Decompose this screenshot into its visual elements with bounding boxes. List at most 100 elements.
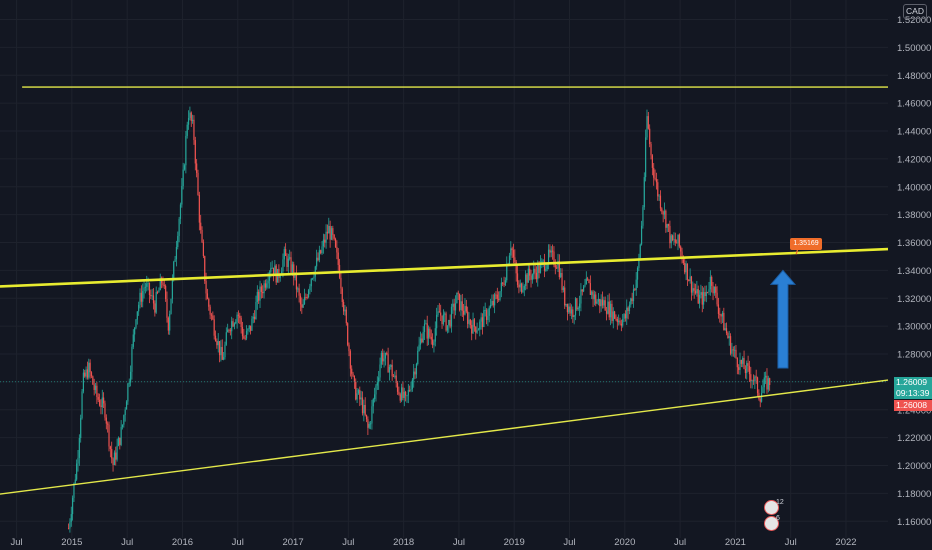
candle-body <box>743 358 745 369</box>
candle-body <box>129 371 132 383</box>
candle-body <box>669 225 671 244</box>
candle-body <box>755 376 757 378</box>
candle-body <box>347 323 349 345</box>
candle-body <box>317 257 319 261</box>
candle-body <box>251 318 253 331</box>
candle-body <box>337 252 339 265</box>
candle-body <box>263 283 265 294</box>
bid-price-value: 1.26008 <box>896 400 928 410</box>
candle-body <box>249 325 252 331</box>
candle-body <box>522 289 524 293</box>
x-tick-label: Jul <box>342 537 354 548</box>
candle-body <box>105 417 107 424</box>
candle-body <box>227 329 229 333</box>
candle-body <box>736 357 738 368</box>
candle-body <box>472 319 474 334</box>
candle-body <box>603 300 605 306</box>
candle-body <box>255 302 257 320</box>
candle-body <box>364 404 366 415</box>
candle-body <box>120 427 122 445</box>
candle-body <box>437 311 439 315</box>
candle-body <box>525 274 527 286</box>
candle-body <box>622 319 624 326</box>
news-count-badge: 6 <box>776 515 780 522</box>
candle-body <box>193 119 195 141</box>
candle-body <box>374 394 376 399</box>
candle-body <box>316 257 318 267</box>
candle-body <box>760 393 763 402</box>
price-axis[interactable]: 1.52000 1.50000 1.48000 1.46000 1.44000 1.420… <box>897 15 931 528</box>
candle-body <box>657 182 659 197</box>
candle-body <box>601 299 604 306</box>
candle-body <box>349 351 351 369</box>
candle-body <box>299 295 302 305</box>
candle-body <box>216 340 218 346</box>
event-flag-icon[interactable]: 12 <box>764 499 784 515</box>
candle-body <box>225 332 227 345</box>
candle-body <box>623 314 625 320</box>
candle-body <box>272 267 275 275</box>
candle-body <box>529 268 531 276</box>
candle-body <box>561 273 563 291</box>
time-axis[interactable]: Jul 2015 Jul 2016 Jul 2017 Jul 2018 Jul 2019 Jul 20… <box>11 537 857 548</box>
news-flag-icon[interactable]: 6 <box>764 515 780 531</box>
candle-body <box>80 418 82 439</box>
candle-body <box>70 514 72 522</box>
candle-body <box>365 414 368 420</box>
candle-body <box>185 135 187 166</box>
candle-body <box>384 352 387 359</box>
candle-body <box>515 261 517 274</box>
candle-body <box>609 303 612 318</box>
candle-body <box>583 286 585 292</box>
candle-body <box>150 294 152 296</box>
candle-body <box>707 291 709 293</box>
x-tick-label: Jul <box>563 537 575 548</box>
candle-body <box>636 267 639 280</box>
candle-body <box>720 314 722 317</box>
candle-body <box>361 397 364 414</box>
candle-body <box>170 298 172 314</box>
candle-body <box>620 323 622 326</box>
candle-body <box>454 303 457 311</box>
candle-body <box>441 315 443 325</box>
candle-body <box>187 117 190 125</box>
candle-body <box>217 341 219 346</box>
candle-body <box>704 292 706 297</box>
candle-body <box>320 250 322 254</box>
candle-body <box>537 264 539 280</box>
candle-body <box>502 282 504 284</box>
y-tick-label: 1.42000 <box>897 154 931 165</box>
candle-body <box>754 376 756 382</box>
candle-body <box>717 304 720 314</box>
candle-body <box>759 398 761 402</box>
candle-body <box>119 437 121 445</box>
candle-body <box>406 395 408 397</box>
candle-body <box>220 347 222 356</box>
candle-body <box>200 222 202 230</box>
candle-body <box>146 283 148 287</box>
candle-body <box>697 289 699 304</box>
candle-body <box>434 328 436 342</box>
candle-body <box>98 399 101 406</box>
y-tick-label: 1.18000 <box>897 489 931 500</box>
x-tick-label: Jul <box>11 537 23 548</box>
projection-arrow[interactable] <box>769 269 797 369</box>
candle-body <box>378 377 380 383</box>
candle-body <box>516 273 519 285</box>
candle-body <box>166 299 168 318</box>
target-price-callout[interactable]: 1.35169 <box>790 238 822 250</box>
trendlines[interactable] <box>0 86 889 495</box>
candle-body <box>700 292 702 295</box>
candle-body <box>93 384 95 390</box>
candle-body <box>449 319 451 327</box>
candle-body <box>156 292 159 293</box>
candle-body <box>568 306 570 313</box>
candle-body <box>96 385 98 397</box>
candle-body <box>662 211 664 215</box>
y-tick-label: 1.30000 <box>897 322 931 333</box>
currency-badge[interactable]: CAD <box>903 4 927 19</box>
candle-body <box>286 255 288 268</box>
candle-body <box>485 310 488 320</box>
candle-body <box>666 224 668 228</box>
